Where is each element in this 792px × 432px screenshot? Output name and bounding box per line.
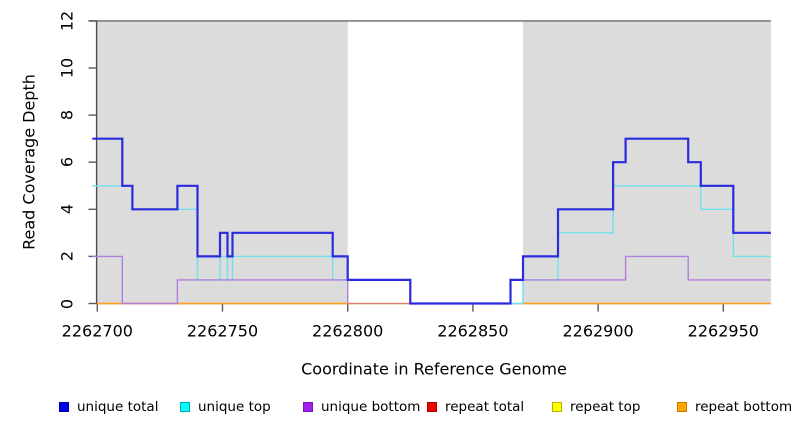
x-tick-label: 2262750 [186, 321, 259, 341]
legend-label: repeat bottom [695, 398, 792, 415]
shaded-region-0 [97, 20, 348, 304]
y-axis-label: Read Coverage Depth [19, 74, 39, 250]
y-tick-label: 2 [57, 251, 77, 262]
y-tick-label: 8 [57, 110, 77, 121]
y-tick-label: 10 [57, 57, 77, 79]
x-tick-label: 2262700 [61, 321, 133, 341]
legend-label: unique top [198, 398, 271, 415]
x-tick-label: 2262900 [562, 321, 634, 341]
y-tick-label: 6 [57, 157, 77, 168]
x-axis-label: Coordinate in Reference Genome [301, 359, 567, 379]
legend-swatch-icon [427, 401, 437, 412]
y-tick-label: 12 [57, 10, 77, 32]
legend-swatch-icon [303, 401, 313, 412]
legend-swatch-icon [180, 401, 190, 412]
series-unique-total [92, 137, 771, 305]
legend-item-unique-total: unique total [59, 398, 159, 415]
legend-swatch-icon [59, 401, 69, 412]
legend-item-repeat-top: repeat top [552, 398, 641, 415]
x-tick-label: 2262800 [312, 321, 384, 341]
x-tick-label: 2262850 [437, 321, 509, 341]
y-tick-label: 0 [57, 298, 77, 309]
legend-swatch-icon [552, 401, 562, 412]
shaded-region-1 [522, 20, 771, 304]
x-tick-label: 2262950 [687, 321, 759, 341]
legend-item-unique-top: unique top [180, 398, 271, 415]
y-tick-label: 4 [57, 204, 77, 215]
legend-label: repeat total [445, 398, 525, 415]
legend-item-unique-bottom: unique bottom [303, 398, 421, 415]
legend-item-repeat-total: repeat total [427, 398, 525, 415]
legend-swatch-icon [677, 401, 687, 412]
legend-item-repeat-bottom: repeat bottom [677, 398, 792, 415]
legend-label: unique bottom [321, 398, 421, 415]
legend-label: repeat top [570, 398, 641, 415]
legend-label: unique total [77, 398, 159, 415]
